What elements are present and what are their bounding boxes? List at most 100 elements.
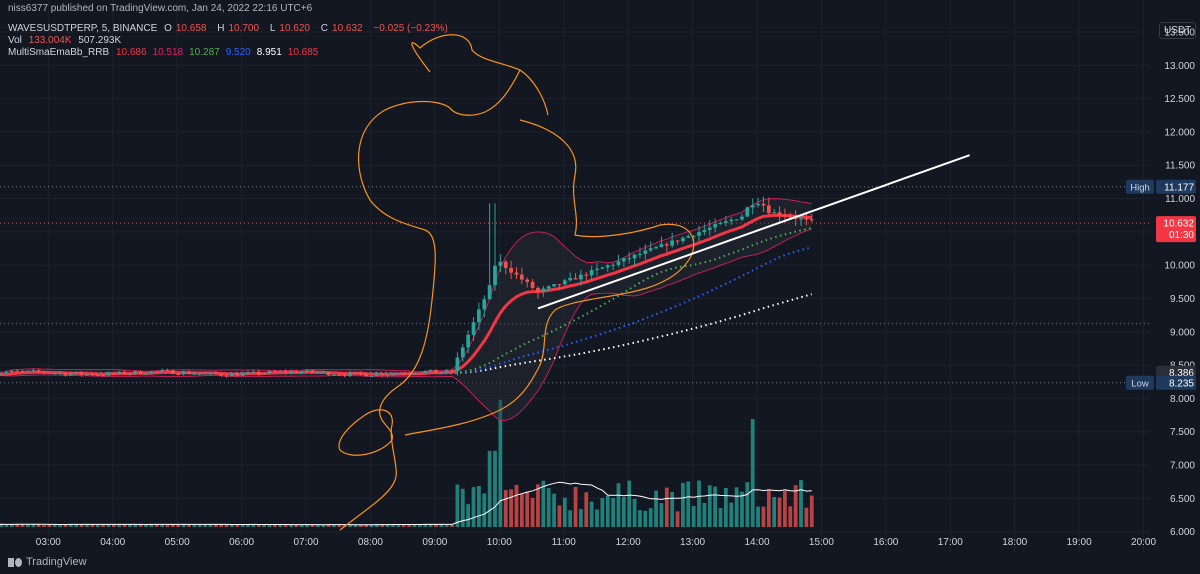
volume-bar (697, 480, 701, 527)
symbol-label[interactable]: WAVESUSDTPERP, 5, BINANCE (8, 23, 158, 34)
candle-body (761, 203, 766, 206)
candle-body (632, 254, 637, 259)
price-tick-label: 11.500 (1165, 161, 1195, 172)
volume-bar (664, 487, 669, 527)
volume-bar (181, 523, 186, 527)
candle-body (321, 371, 326, 373)
candle-body (681, 237, 685, 242)
candle-body (654, 247, 658, 249)
candle-body (611, 264, 615, 266)
volume-bar (326, 524, 331, 527)
candle-body (315, 372, 320, 374)
volume-bar (364, 524, 369, 527)
candle-body (278, 371, 283, 373)
candle-body (187, 371, 191, 374)
volume-bar (745, 482, 750, 527)
candle-body (0, 373, 3, 375)
publisher-text: niss6377 published on TradingView.com, J… (8, 3, 313, 14)
volume-ma-line (0, 481, 812, 526)
candle-body (471, 322, 476, 335)
volume-bar (595, 509, 599, 527)
candle-body (675, 240, 680, 242)
candle-body (85, 374, 89, 376)
volume-bar (122, 524, 127, 527)
volume-bar (407, 524, 411, 527)
volume-bar (750, 419, 755, 527)
candle-body (364, 374, 369, 377)
price-tick-label: 13.500 (1164, 27, 1195, 38)
volume-bar (756, 506, 760, 527)
candle-body (36, 370, 41, 372)
volume-bar (58, 525, 63, 527)
volume-bar (278, 524, 283, 527)
candle-body (444, 370, 449, 373)
candle-body (809, 219, 814, 221)
volume-bar (702, 502, 707, 527)
volume-value: 133.004K (28, 35, 72, 46)
volume-bar (450, 524, 454, 527)
price-badge-value: 10.632 (1163, 219, 1194, 230)
volume-bar (428, 523, 433, 527)
volume-bar (165, 524, 170, 527)
indicator-label[interactable]: MultiSmaEmaBb_RRB (8, 47, 110, 58)
volume-bar (358, 524, 363, 527)
candle-body (332, 374, 336, 376)
candle-body (391, 373, 395, 375)
volume-bar (536, 484, 540, 527)
volume-bar (310, 524, 315, 527)
volume-bar (734, 487, 739, 527)
candle-body (289, 371, 293, 373)
currency-badge[interactable]: USDT (1159, 22, 1197, 39)
volume-bar (348, 524, 352, 527)
volume-bar (455, 484, 460, 527)
volume-bar (176, 524, 181, 527)
volume-bar (616, 483, 621, 527)
volume-bar (68, 524, 73, 527)
candle-body (477, 309, 481, 323)
candle-body (326, 371, 331, 376)
volume-bar (133, 524, 138, 527)
volume-bar (391, 523, 395, 527)
candle-body (723, 221, 728, 223)
volume-bar (31, 524, 36, 527)
volume-bar (353, 524, 358, 527)
candle-body (219, 374, 224, 376)
volume-bar (477, 485, 481, 527)
candle-body (74, 372, 79, 374)
candle-body (407, 373, 411, 375)
volume-row: Vol 133.004K 507.293K (8, 35, 125, 46)
volume-bar (20, 524, 25, 527)
price-tick-label: 7.500 (1170, 427, 1195, 438)
candle-body (138, 370, 143, 374)
volume-bar (434, 524, 438, 527)
volume-bar (375, 524, 379, 527)
time-tick-label: 12:00 (616, 537, 641, 548)
indicator-value-5: 10.685 (287, 47, 319, 58)
price-axis: 6.0006.5007.0007.5008.0008.5009.0009.500… (1150, 0, 1200, 574)
price-badge-value: 11.177 (1164, 182, 1194, 193)
candle-body (128, 373, 132, 375)
price-badge-countdown: 01:30 (1169, 230, 1194, 241)
volume-bar (0, 523, 3, 527)
high-label: H (217, 23, 225, 34)
volume-bar (584, 492, 589, 527)
candle-body (729, 219, 734, 222)
time-tick-label: 17:00 (938, 537, 963, 548)
volume-bar (52, 524, 57, 527)
tradingview-footer[interactable]: TradingView (8, 556, 87, 568)
volume-bar (47, 524, 52, 527)
candle-body (192, 373, 197, 375)
volume-label[interactable]: Vol (8, 35, 22, 46)
candle-body (600, 267, 605, 269)
candle-body (149, 371, 154, 374)
volume-bar (219, 524, 224, 527)
price-badge-bg (1156, 375, 1196, 390)
time-tick-label: 13:00 (680, 537, 705, 548)
candle-body (605, 265, 610, 268)
low-value: 10.620 (279, 23, 310, 34)
candle-body (718, 222, 723, 225)
candle-body (154, 371, 159, 373)
time-tick-label: 15:00 (809, 537, 834, 548)
candle-body (434, 369, 438, 373)
